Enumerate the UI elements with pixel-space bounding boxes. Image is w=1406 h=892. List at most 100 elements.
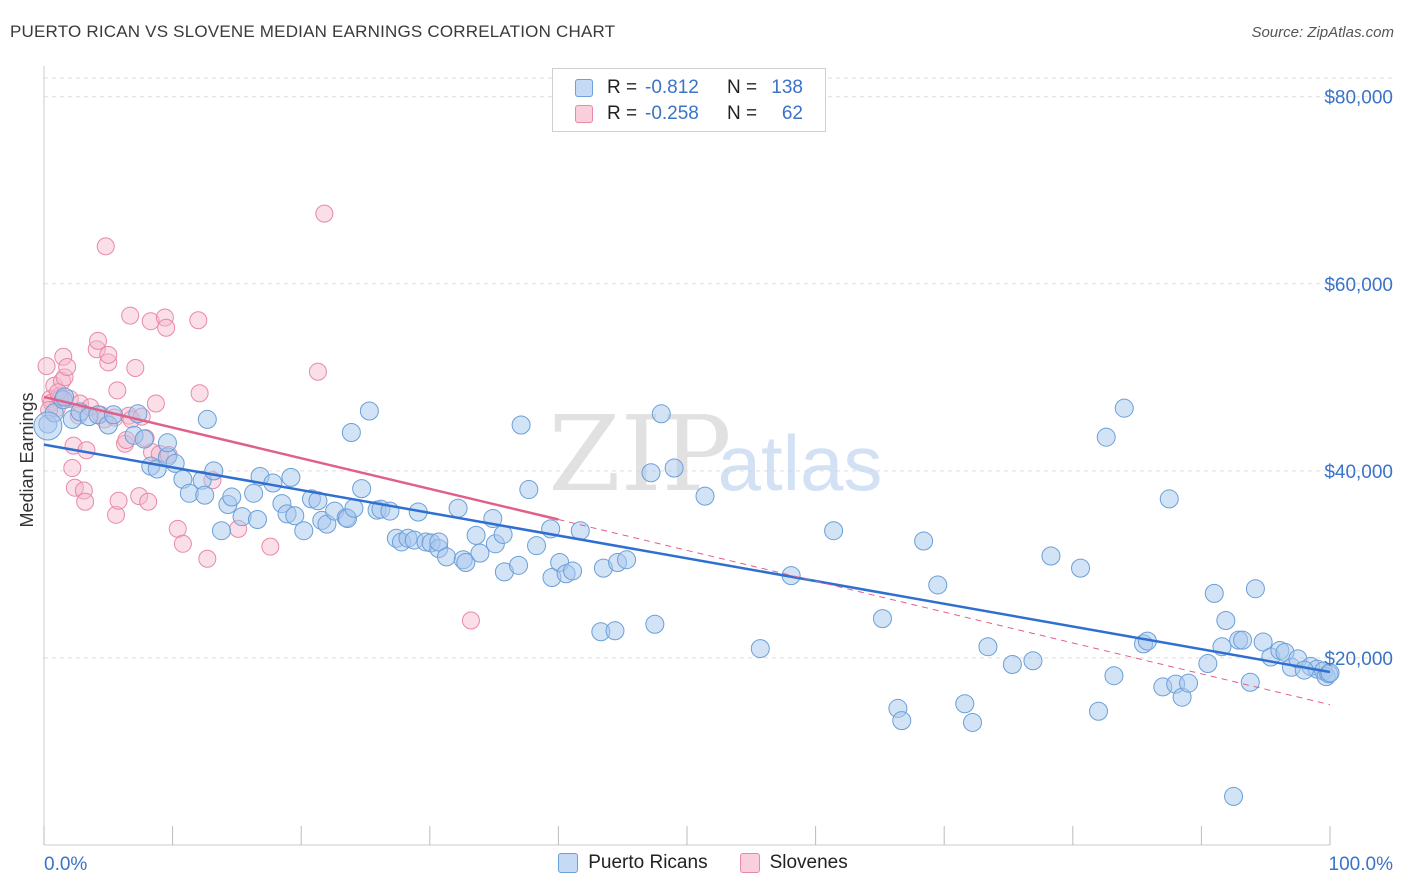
puerto-rican-point	[1104, 666, 1124, 686]
puerto-rican-point	[157, 433, 177, 453]
puerto-rican-point	[1071, 558, 1091, 578]
slovene-point	[190, 384, 209, 403]
puerto-rican-point	[1159, 489, 1179, 509]
slovene-trend-line	[43, 395, 559, 521]
slovene-point	[130, 487, 149, 506]
puerto-rican-point	[466, 525, 486, 545]
puerto-rican-point	[1179, 673, 1199, 693]
slovene-trend-extension	[558, 519, 1331, 706]
slovene-point	[108, 381, 127, 400]
puerto-rican-point	[222, 487, 242, 507]
puerto-rican-point	[134, 429, 154, 449]
legend-n-value: 62	[781, 103, 803, 124]
puerto-rican-point	[1240, 672, 1260, 692]
puerto-rican-point	[211, 521, 231, 541]
slovene-point	[58, 358, 77, 377]
puerto-rican-point	[429, 532, 449, 552]
puerto-rican-point	[1002, 654, 1022, 674]
slovene-point	[55, 368, 74, 387]
puerto-rican-point	[437, 547, 457, 567]
puerto-rican-point	[617, 550, 637, 570]
y-tick-label: $60,000	[1324, 275, 1393, 296]
puerto-rican-point	[281, 467, 301, 487]
slovene-point	[198, 549, 217, 568]
puerto-rican-point	[750, 639, 770, 659]
slovene-point	[76, 492, 95, 511]
series-legend: Puerto Ricans Slovenes	[0, 852, 1406, 874]
puerto-rican-point	[824, 521, 844, 541]
legend-swatch-blue	[575, 79, 593, 97]
slovene-point	[109, 491, 128, 510]
puerto-rican-point	[1096, 427, 1116, 447]
puerto-rican-point	[872, 609, 892, 629]
puerto-rican-point	[511, 415, 531, 435]
legend-r-value: -0.258	[645, 103, 699, 124]
puerto-rican-point	[641, 463, 661, 483]
legend-label: Puerto Ricans	[588, 852, 708, 873]
watermark: ZIP atlas	[548, 393, 882, 515]
correlation-legend: R = -0.812 N = 138 R = -0.258 N = 62	[552, 68, 826, 132]
puerto-rican-point	[1216, 611, 1236, 631]
slovene-point	[89, 331, 108, 350]
slovene-point	[107, 505, 126, 524]
puerto-rican-point	[33, 411, 63, 441]
slovene-point	[121, 306, 140, 325]
puerto-rican-point	[695, 486, 715, 506]
grid-lines	[44, 77, 1395, 659]
slovene-point	[126, 358, 145, 377]
puerto-rican-point	[1320, 663, 1340, 683]
puerto-rican-point	[527, 536, 547, 556]
puerto-rican-point	[892, 711, 912, 731]
slovene-point	[189, 311, 208, 330]
slovene-point	[461, 611, 480, 630]
puerto-rican-point	[914, 531, 934, 551]
slovene-point	[173, 534, 192, 553]
slovene-point	[308, 362, 327, 381]
puerto-rican-point	[928, 575, 948, 595]
puerto-rican-point	[232, 507, 252, 527]
legend-n-label: N =	[727, 77, 758, 98]
legend-row-puerto-ricans: R = -0.812 N = 138	[575, 77, 803, 99]
y-axis-title: Median Earnings	[17, 392, 37, 527]
puerto-rican-point	[1023, 651, 1043, 671]
puerto-rican-point	[664, 458, 684, 478]
slovene-point	[146, 394, 165, 413]
puerto-rican-point	[1114, 398, 1134, 418]
x-tick-label: 0.0%	[44, 854, 87, 875]
trend-lines	[43, 395, 1331, 706]
puerto-rican-point	[352, 479, 372, 499]
puerto-rican-point	[197, 409, 217, 429]
y-tick-label: $20,000	[1324, 649, 1393, 670]
puerto-rican-point	[1245, 579, 1265, 599]
legend-item-slovenes[interactable]: Slovenes	[739, 852, 848, 874]
legend-swatch-blue	[558, 853, 579, 873]
slovene-point	[99, 345, 118, 364]
slovene-point	[139, 492, 158, 511]
puerto-rican-trend-line	[43, 443, 1331, 674]
puerto-rican-point	[344, 498, 364, 518]
puerto-rican-point	[470, 543, 490, 563]
slovene-point	[261, 537, 280, 556]
legend-swatch-pink	[575, 105, 593, 123]
slovene-point	[37, 357, 56, 376]
puerto-rican-point	[448, 498, 468, 518]
watermark-atlas: atlas	[718, 419, 883, 507]
puerto-rican-point	[605, 621, 625, 641]
puerto-rican-point	[1041, 546, 1061, 566]
puerto-rican-point	[563, 561, 583, 581]
puerto-rican-point	[955, 694, 975, 714]
puerto-rican-point	[1224, 786, 1244, 806]
puerto-rican-point	[645, 614, 665, 634]
slovene-point	[99, 353, 118, 372]
puerto-rican-point	[204, 461, 224, 481]
puerto-rican-point	[1294, 660, 1314, 680]
puerto-rican-point	[1204, 583, 1224, 603]
puerto-rican-point	[519, 480, 539, 500]
legend-n-label: N =	[727, 103, 758, 124]
puerto-rican-point	[285, 506, 305, 526]
axes	[43, 66, 1331, 846]
legend-item-puerto-ricans[interactable]: Puerto Ricans	[558, 852, 708, 874]
slovene-point	[54, 347, 73, 366]
legend-swatch-pink	[739, 853, 760, 873]
slovene-point	[157, 318, 176, 337]
